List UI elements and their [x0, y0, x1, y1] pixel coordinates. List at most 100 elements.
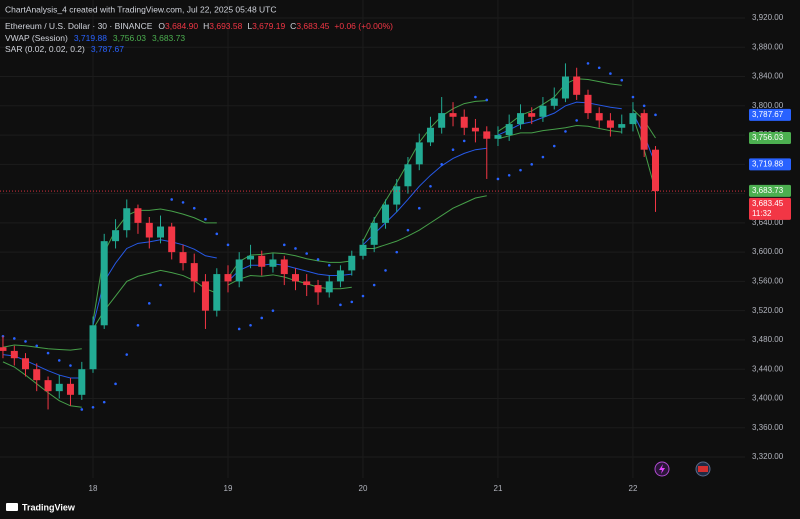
indicator-legend: SAR (0.02, 0.02, 0.2) 3,787.67	[5, 44, 124, 54]
candle-body	[640, 113, 648, 150]
price-label: 3,719.88	[752, 160, 784, 169]
candle-body	[606, 120, 614, 128]
sar-dot	[552, 144, 556, 148]
sar-dot	[586, 62, 590, 65]
candle-body	[201, 281, 209, 311]
candle-body	[438, 113, 446, 128]
caption: ChartAnalysis_4 created with TradingView…	[5, 4, 277, 14]
axes: 3,320.00 3,360.00 3,400.00 3,440.00 3,480.00…	[89, 13, 791, 493]
vwap-band-line	[2, 361, 82, 408]
vwap-band-line	[497, 125, 622, 140]
candle-body	[449, 113, 457, 117]
y-tick-label: 3,360.00	[752, 423, 784, 432]
candle-body	[404, 164, 412, 187]
price-label-bg	[749, 158, 791, 171]
sar-dot	[35, 344, 39, 348]
price-axis-bg	[747, 0, 800, 519]
sar-dot	[305, 252, 308, 255]
price-label: 3,683.45	[752, 199, 784, 208]
candle-body	[618, 124, 626, 128]
indicator-name: SAR (0.02, 0.02, 0.2)	[5, 44, 85, 54]
candle-body	[460, 116, 468, 128]
candle-body	[224, 274, 232, 282]
sar-dot	[170, 198, 174, 201]
candle-body	[303, 281, 311, 286]
indicator-value: 3,719.88	[74, 33, 107, 43]
candle-body	[505, 124, 513, 136]
sar-dot	[406, 228, 410, 232]
candle-body	[0, 347, 7, 351]
y-tick-label: 3,640.00	[752, 218, 784, 227]
sar-dot	[519, 168, 522, 172]
vwap-line	[362, 147, 487, 246]
sar-dot	[316, 258, 320, 261]
candle-body	[382, 204, 390, 223]
sar-dot	[429, 184, 432, 188]
sar-dot	[327, 264, 331, 267]
price-label-bg	[749, 184, 791, 197]
plot-area	[0, 62, 745, 411]
ohlc-key: H	[203, 21, 209, 31]
sar-dot	[57, 359, 61, 362]
candle-body	[134, 208, 142, 223]
price-label-bg	[749, 131, 791, 144]
sar-dot	[282, 243, 286, 247]
y-tick-label: 3,520.00	[752, 306, 784, 315]
sar-dot	[13, 337, 16, 340]
candle-body	[44, 380, 52, 392]
countdown-label: 11:32	[752, 209, 772, 218]
candle-body	[426, 127, 434, 143]
y-tick-label: 3,880.00	[752, 42, 784, 51]
sar-dot	[496, 177, 500, 181]
sar-dot	[384, 269, 387, 272]
vwap-band-line	[362, 100, 487, 242]
vwap-band-line	[362, 195, 487, 249]
candle-body	[66, 383, 74, 395]
symbol-legend: Ethereum / U.S. Dollar · 30 · BINANCE O3,…	[5, 21, 393, 31]
y-tick-label: 3,800.00	[752, 101, 784, 110]
ohlc-value: 3,683.45	[296, 21, 329, 31]
sar-dot	[620, 78, 624, 82]
sar-dot	[204, 217, 207, 221]
candle-body	[550, 98, 558, 106]
indicator-value: 3,683.73	[152, 33, 185, 43]
sar-dot	[271, 309, 275, 312]
y-tick-label: 3,400.00	[752, 394, 784, 403]
sar-dot	[136, 324, 140, 327]
candle-body	[517, 113, 525, 125]
ohlc-key: C	[290, 21, 296, 31]
ohlc-key: L	[247, 21, 252, 31]
candle-body	[629, 113, 637, 125]
sar-dot	[102, 400, 106, 404]
sar-dot	[69, 364, 72, 367]
candle-body	[528, 113, 536, 117]
y-tick-label: 3,600.00	[752, 247, 784, 256]
sar-dot	[451, 148, 455, 151]
candle-body	[415, 142, 423, 165]
candle-body	[325, 281, 333, 293]
candle-body	[370, 222, 378, 245]
sar-dot	[462, 139, 466, 143]
candle-body	[471, 127, 479, 132]
sar-dot	[474, 95, 477, 99]
ohlc-value: 3,684.90	[165, 21, 198, 31]
sar-dot	[91, 405, 95, 409]
y-tick-label: 3,560.00	[752, 277, 784, 286]
vwap-band-line	[92, 269, 217, 330]
sar-dot	[417, 206, 421, 210]
toolbar-icons[interactable]	[654, 461, 711, 477]
sar-dot	[249, 324, 252, 327]
sar-dot	[597, 66, 601, 70]
candle-body	[157, 226, 165, 238]
sar-dot	[24, 340, 27, 343]
candle-body	[280, 259, 288, 275]
candle-body	[78, 369, 86, 395]
indicator-name: VWAP (Session)	[5, 33, 68, 43]
indicator-value: 3,756.03	[113, 33, 146, 43]
sar-dot	[372, 283, 376, 287]
candle-body	[595, 113, 603, 121]
sar-dot	[564, 130, 567, 133]
sar-dot	[395, 250, 399, 254]
sar-dot	[507, 174, 511, 177]
vwap-band-line	[2, 344, 82, 351]
